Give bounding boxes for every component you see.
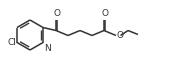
Text: N: N	[44, 44, 51, 52]
Text: O: O	[117, 31, 124, 40]
Text: Cl: Cl	[7, 38, 16, 47]
Text: O: O	[101, 10, 108, 19]
Text: O: O	[53, 10, 60, 19]
